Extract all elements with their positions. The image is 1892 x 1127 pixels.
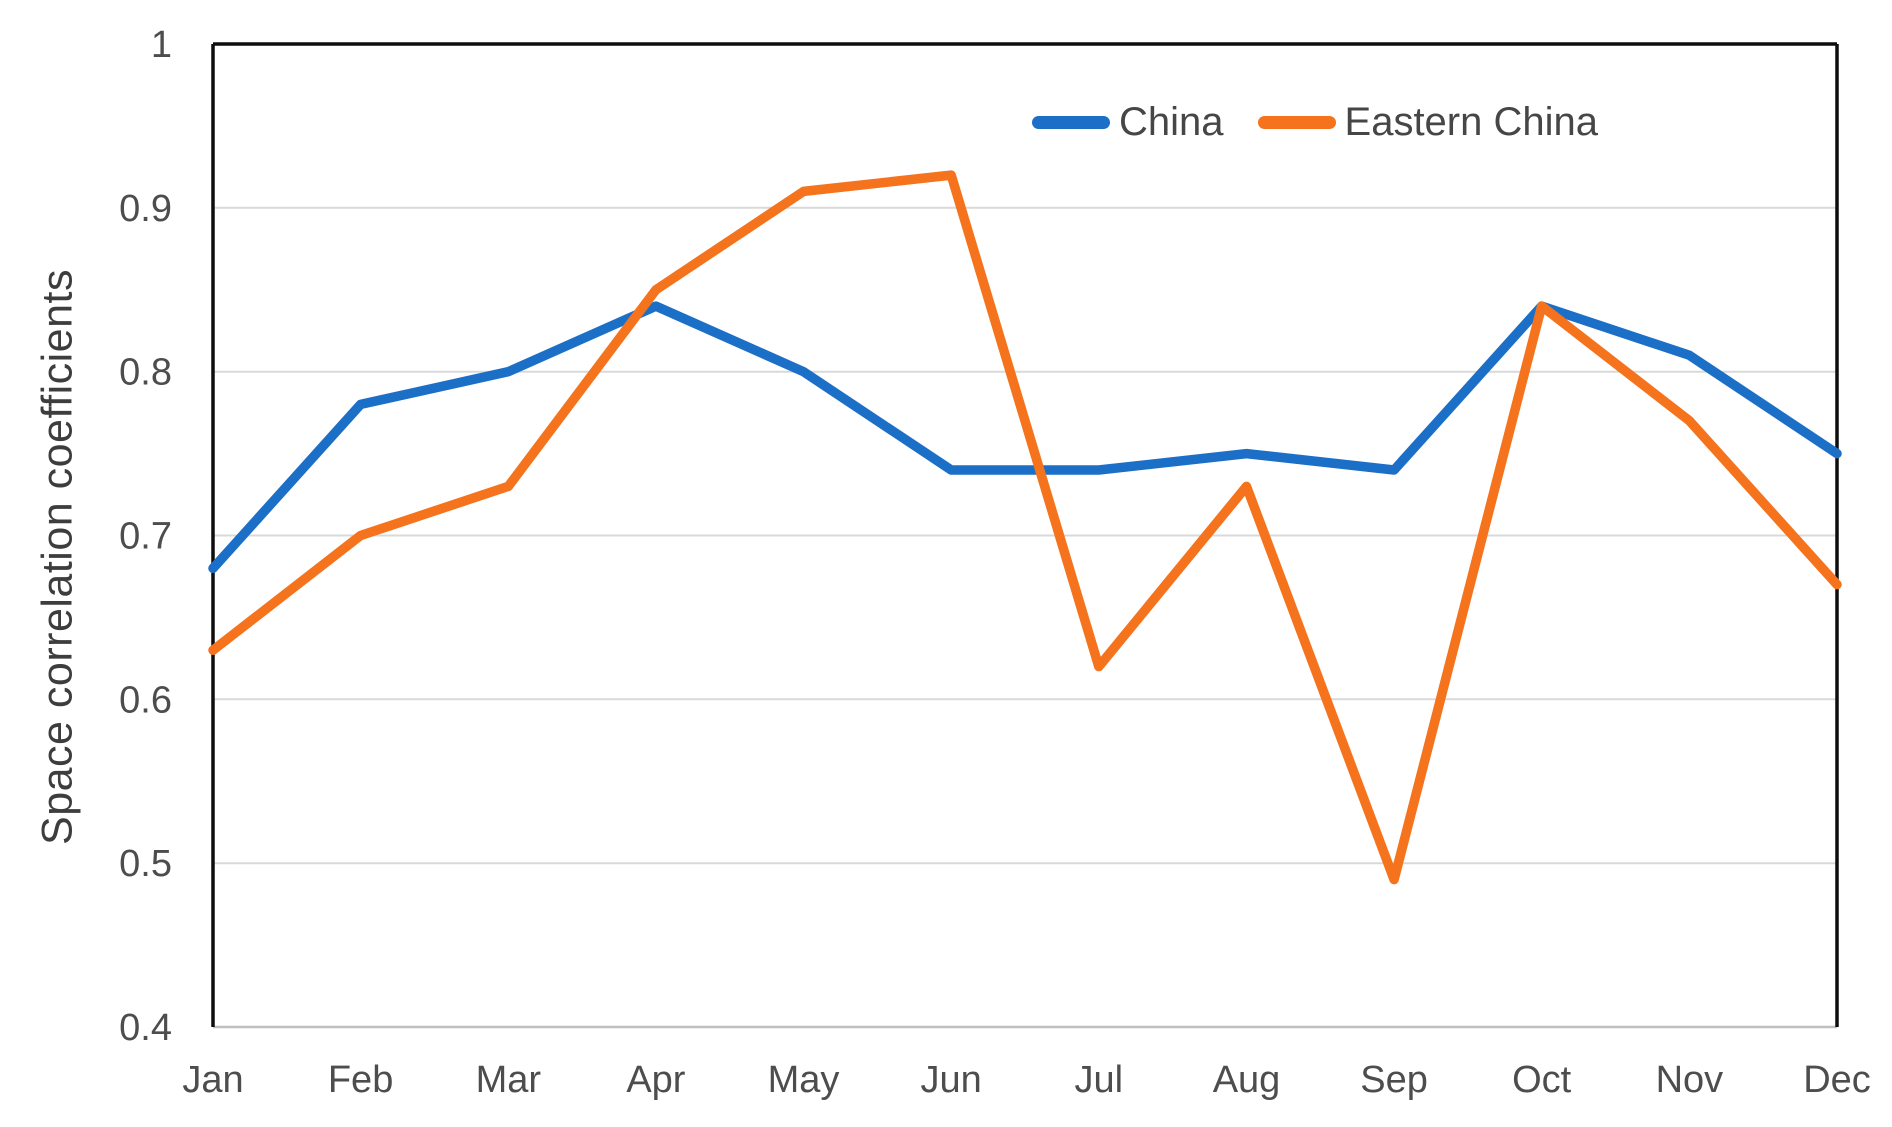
x-tick-label: Jun — [921, 1059, 982, 1101]
y-tick-label: 1 — [151, 24, 172, 66]
legend-item-eastern-china: Eastern China — [1257, 99, 1598, 145]
legend-label-eastern-china: Eastern China — [1344, 99, 1598, 144]
y-tick-label: 0.4 — [119, 1007, 172, 1049]
x-tick-label: Aug — [1213, 1059, 1281, 1101]
x-tick-label: Jul — [1075, 1059, 1124, 1101]
y-tick-label: 0.9 — [119, 188, 172, 230]
x-tick-label: May — [768, 1059, 840, 1101]
y-tick-label: 0.5 — [119, 843, 172, 885]
legend: China Eastern China — [1032, 98, 1598, 146]
legend-line-swatch-eastern-china — [1257, 115, 1336, 129]
x-tick-label: Jan — [182, 1059, 243, 1101]
y-tick-label: 0.6 — [119, 679, 172, 721]
x-tick-label: Dec — [1803, 1059, 1871, 1101]
y-tick-label: 0.8 — [119, 352, 172, 394]
legend-item-china: China — [1032, 100, 1224, 145]
series-line-eastern-china — [208, 170, 1842, 885]
series-line-china — [208, 301, 1842, 574]
legend-label-china: China — [1119, 99, 1224, 144]
x-tick-label: Apr — [626, 1059, 685, 1101]
y-tick-label: 0.7 — [119, 516, 172, 558]
x-tick-label: Oct — [1512, 1059, 1572, 1101]
x-tick-label: Mar — [476, 1059, 542, 1101]
legend-line-swatch-china — [1032, 115, 1110, 129]
x-tick-label: Sep — [1360, 1059, 1428, 1101]
x-tick-label: Nov — [1656, 1059, 1724, 1101]
x-tick-label: Feb — [328, 1059, 393, 1101]
